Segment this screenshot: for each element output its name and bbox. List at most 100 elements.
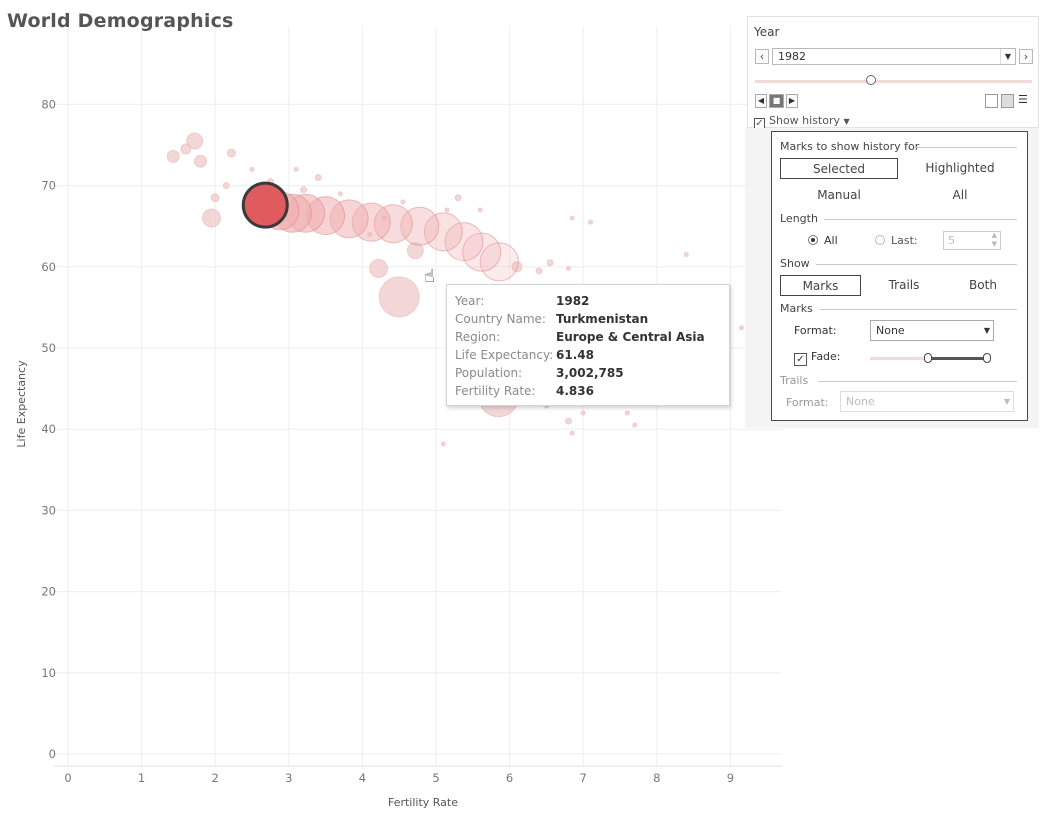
country-mark [381,215,387,221]
fade-checkbox[interactable]: ✓ [794,353,807,366]
y-axis-ticks: 0 10 20 30 40 50 60 70 80 [41,97,56,761]
tooltip-value: Europe & Central Asia [556,330,705,344]
year-slider-track[interactable] [755,80,1032,83]
country-mark [293,166,299,172]
y-tick-label: 50 [41,341,56,355]
tooltip-row-fertility-rate: Fertility Rate: 4.836 [455,382,725,400]
next-year-button[interactable]: › [1019,49,1033,64]
year-filter-card: Year ‹ 1982 ▼ › ◀ ■ ▶ ☰ ✓ Show history ▼ [747,16,1039,129]
country-mark [400,199,406,205]
marks-format-dropdown[interactable]: None ▼ [870,320,994,341]
country-mark [210,193,220,203]
country-mark [580,410,586,416]
show-marks-option[interactable]: Marks [780,275,861,296]
country-mark [314,173,322,181]
history-for-highlighted[interactable]: Highlighted [925,161,995,175]
country-mark [180,143,192,155]
year-label: Year [754,25,780,39]
divider [824,219,1017,220]
play-forward-button[interactable]: ▶ [786,94,798,108]
trails-format-label: Format: [786,396,829,409]
tooltip-key: Country Name: [455,312,546,326]
country-mark [249,166,255,172]
history-mark [444,222,484,262]
history-mark [400,206,440,246]
divider [820,309,1017,310]
length-last-input[interactable]: 5 ▲ ▼ [943,231,1001,250]
country-mark [738,325,744,331]
speed-medium-icon[interactable] [1001,94,1014,108]
marks-for-heading: Marks to show history for [780,140,920,153]
divider [914,147,1017,148]
tooltip-row-life-expectancy: Life Expectancy: 61.48 [455,346,725,364]
x-axis-label: Fertility Rate [388,796,458,809]
mark-tooltip: Year: 1982 Country Name: Turkmenistan Re… [446,284,730,406]
y-tick-label: 80 [41,97,56,111]
show-heading: Show [780,257,810,270]
show-both-option[interactable]: Both [969,278,997,292]
tooltip-value: 61.48 [556,348,594,362]
tooltip-row-population: Population: 3,002,785 [455,364,725,382]
hand-cursor-icon: ☝ [424,266,435,287]
fade-slider-handle-max[interactable] [983,353,991,363]
history-mark [479,242,519,282]
tooltip-key: Life Expectancy: [455,348,554,362]
y-tick-label: 0 [49,747,56,761]
y-tick-label: 70 [41,179,56,193]
country-mark [369,258,389,278]
show-history-toggle[interactable]: ✓ Show history ▼ [754,114,850,129]
country-mark [193,154,207,168]
chevron-down-icon: ▼ [983,326,990,335]
trails-format-value: None [846,395,875,408]
fade-slider-handle-min[interactable] [924,353,932,363]
divider [818,381,1017,382]
history-mark [423,212,463,252]
trails-format-dropdown[interactable]: None ▼ [840,391,1014,412]
country-mark [444,207,450,213]
country-mark [477,207,483,213]
history-for-selected[interactable]: Selected [780,158,898,179]
year-dropdown[interactable]: 1982 ▼ [772,48,1016,65]
page-title: World Demographics [7,10,234,32]
play-backward-button[interactable]: ◀ [755,94,767,108]
radio-on-icon[interactable] [808,235,818,245]
country-mark [588,219,594,225]
tooltip-row-year: Year: 1982 [455,292,725,310]
country-mark [564,417,572,425]
stop-button[interactable]: ■ [769,94,784,108]
prev-year-button[interactable]: ‹ [755,49,769,64]
country-mark [454,194,462,202]
history-mark [462,232,502,272]
country-mark [367,231,373,237]
length-all-option[interactable]: All [808,234,838,247]
country-mark [565,265,571,271]
tooltip-key: Region: [455,330,501,344]
fade-toggle[interactable]: ✓ Fade: [794,350,841,366]
radio-off-icon[interactable] [875,235,885,245]
country-mark [226,148,236,158]
tooltip-row-region: Region: Europe & Central Asia [455,328,725,346]
x-tick-label: 6 [506,771,513,785]
country-mark [683,252,689,258]
tooltip-value: 1982 [556,294,590,308]
x-tick-label: 8 [653,771,660,785]
tooltip-row-country: Country Name: Turkmenistan [455,310,725,328]
x-tick-label: 4 [359,771,366,785]
tooltip-value: Turkmenistan [556,312,649,326]
history-for-all[interactable]: All [952,188,968,202]
x-tick-label: 9 [727,771,734,785]
selected-country-mark [241,181,289,229]
speed-fast-icon[interactable]: ☰ [1018,94,1031,108]
length-last-option[interactable]: Last: [875,234,918,247]
y-tick-label: 20 [41,585,56,599]
country-mark [222,182,230,190]
year-slider-handle[interactable] [866,75,876,85]
speed-slow-icon[interactable] [985,94,998,108]
country-mark [624,410,630,416]
country-mark [186,132,204,150]
x-tick-label: 3 [285,771,292,785]
history-for-manual[interactable]: Manual [817,188,861,202]
show-trails-option[interactable]: Trails [888,278,920,292]
stepper-icon[interactable]: ▲ ▼ [991,231,997,248]
